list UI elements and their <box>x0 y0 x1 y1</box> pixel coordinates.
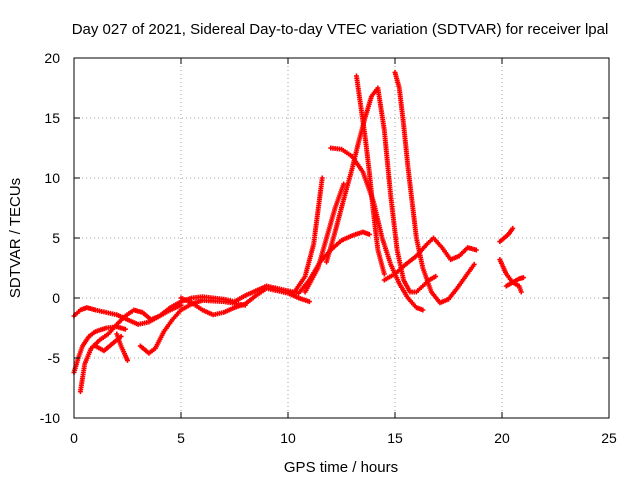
x-tick-label: 15 <box>387 430 403 446</box>
x-tick-label: 20 <box>494 430 510 446</box>
chart-title: Day 027 of 2021, Sidereal Day-to-day VTE… <box>72 21 609 38</box>
series-arc-i <box>302 181 347 295</box>
data-point <box>125 357 130 363</box>
data-points <box>71 69 526 395</box>
series-arc-o <box>497 225 516 245</box>
series-arc-g <box>178 285 312 318</box>
x-tick-label: 5 <box>177 430 185 446</box>
x-tick-label: 0 <box>70 430 78 446</box>
data-point <box>518 289 524 295</box>
data-point <box>473 247 479 253</box>
data-point <box>178 302 184 308</box>
y-axis-label: SDTVAR / TECUs <box>7 178 24 298</box>
y-tick-label: 5 <box>52 230 60 246</box>
series-arc-c <box>77 302 184 395</box>
series-arc-h <box>291 175 325 295</box>
data-point <box>122 326 128 332</box>
series-arc-n <box>381 235 479 283</box>
data-point <box>433 273 439 279</box>
data-point <box>366 231 372 237</box>
y-tick-label: 10 <box>44 170 60 186</box>
y-tick-label: -5 <box>48 350 61 366</box>
series-arc-l <box>353 73 387 277</box>
data-point <box>319 175 325 181</box>
series-arc-j <box>324 85 439 295</box>
data-point <box>341 181 347 187</box>
data-point <box>306 299 312 305</box>
data-point <box>471 261 477 267</box>
series-arc-q <box>503 275 526 289</box>
data-point <box>520 275 526 281</box>
x-tick-label: 25 <box>601 430 617 446</box>
series-arc-m <box>392 69 477 306</box>
series-arc-f <box>137 297 248 356</box>
y-tick-label: 20 <box>44 50 60 66</box>
series-arc-e <box>114 331 130 363</box>
y-tick-label: -10 <box>40 410 60 426</box>
data-point <box>420 307 426 313</box>
x-tick-label: 10 <box>280 430 296 446</box>
y-tick-label: 0 <box>52 290 60 306</box>
y-tick-label: 15 <box>44 110 60 126</box>
series-arc-p <box>497 257 524 295</box>
axis-ticks: 0 5 10 15 20 25 -10 -5 0 5 10 15 20 <box>40 50 617 446</box>
data-point <box>381 271 387 277</box>
x-axis-label: GPS time / hours <box>284 459 398 476</box>
data-point <box>510 225 516 231</box>
